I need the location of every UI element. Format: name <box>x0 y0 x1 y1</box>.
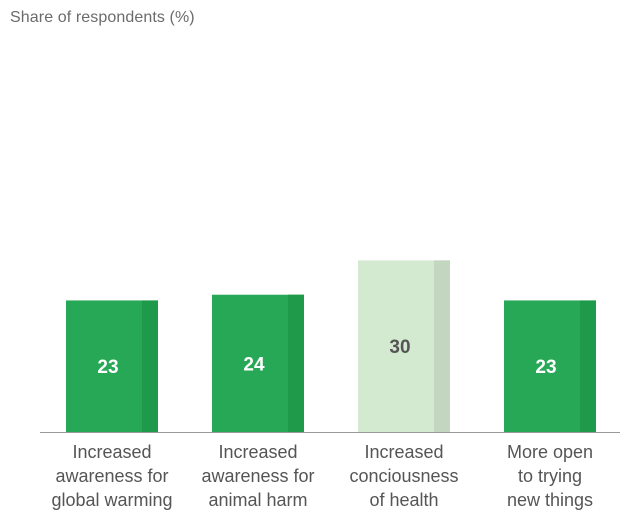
bar-shade <box>142 300 158 432</box>
bar-shade <box>580 300 596 432</box>
category-label-line: global warming <box>51 490 173 510</box>
category-label-line: Increased <box>218 442 298 462</box>
category-label-line: animal harm <box>208 490 308 510</box>
category-label-line: to trying <box>517 466 583 486</box>
bar-4: 23 <box>504 300 596 432</box>
category-label-line: awareness for <box>55 466 169 486</box>
category-label-line: Increased <box>364 442 444 462</box>
category-label-4: More open to trying new things <box>480 440 620 512</box>
bar-value-label: 30 <box>389 337 410 358</box>
category-label-line: conciousness <box>349 466 459 486</box>
bar-shade <box>434 260 450 432</box>
category-label-line: Increased <box>72 442 152 462</box>
bar-value-label: 23 <box>535 357 556 378</box>
category-label-line: of health <box>369 490 439 510</box>
bar-2: 24 <box>212 294 304 432</box>
bar-value-label: 23 <box>97 357 118 378</box>
category-label-line: new things <box>506 490 594 510</box>
category-label-3: Increased conciousness of health <box>334 440 474 512</box>
bar-1: 23 <box>66 300 158 432</box>
category-label-line: More open <box>506 442 594 462</box>
category-label-2: Increased awareness for animal harm <box>188 440 328 512</box>
category-label-line: awareness for <box>201 466 315 486</box>
bar-shade <box>288 294 304 432</box>
bar-value-label: 24 <box>243 354 265 375</box>
bar-3: 30 <box>358 260 450 432</box>
chart-subtitle: Share of respondents (%) <box>10 9 195 26</box>
category-label-1: Increased awareness for global warming <box>42 440 182 512</box>
